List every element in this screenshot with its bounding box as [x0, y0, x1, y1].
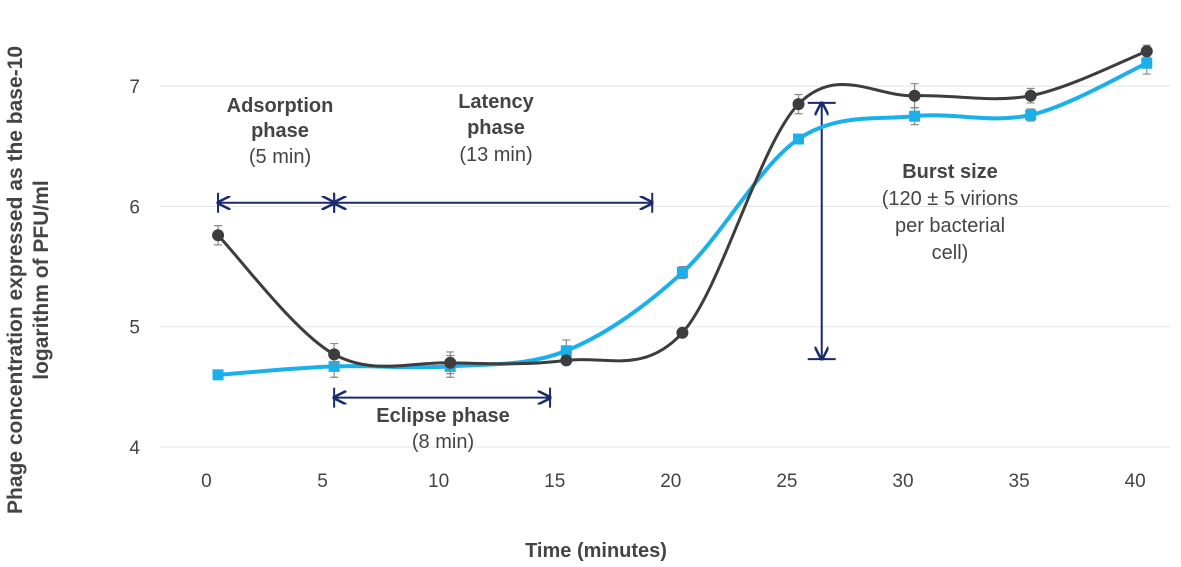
x-tick-label-20: 20 [660, 471, 681, 492]
x-tick-label-5: 5 [317, 471, 328, 492]
x-tick-label-25: 25 [776, 471, 797, 492]
series-1-point-7 [1024, 89, 1037, 102]
series-1-point-8 [1140, 45, 1153, 58]
eclipse-label: Eclipse phase [376, 405, 509, 427]
x-tick-label-40: 40 [1125, 471, 1146, 492]
burst-size-detail-line-1: (120 ± 5 virions [882, 188, 1019, 210]
annotation-arrows [218, 103, 836, 408]
y-tick-label-5: 5 [129, 318, 140, 339]
x-tick-label-0: 0 [201, 471, 212, 492]
y-axis-label-line-1: Phage concentration expressed as the bas… [4, 46, 27, 514]
burst-size-detail-line-3: cell) [932, 242, 969, 264]
series-1-point-3 [560, 354, 573, 367]
series-2-point-4 [676, 267, 688, 279]
x-axis-label: Time (minutes) [525, 540, 667, 562]
series-1-point-4 [676, 326, 689, 339]
adsorption-label-line-2: phase [251, 120, 309, 142]
series-1-point-5 [792, 98, 805, 111]
series-1-line [216, 49, 1148, 368]
eclipse-duration: (8 min) [412, 431, 474, 453]
series-1-point-2 [444, 356, 457, 369]
series-2-point-3 [560, 345, 572, 357]
y-tick-label-7: 7 [129, 77, 140, 98]
adsorption-duration: (5 min) [249, 146, 311, 168]
x-tick-label-10: 10 [428, 471, 449, 492]
series-1-point-6 [908, 89, 921, 102]
series-2-point-8 [1141, 57, 1153, 69]
y-tick-label-4: 4 [129, 438, 140, 459]
x-tick-label-30: 30 [892, 471, 913, 492]
burst-size-label: Burst size [902, 161, 998, 183]
latency-duration: (13 min) [459, 144, 532, 166]
x-tick-label-35: 35 [1009, 471, 1030, 492]
series-2-point-0 [212, 369, 224, 381]
series-2-point-7 [1025, 109, 1037, 121]
grid-lines [160, 85, 1170, 448]
y-tick-label-6: 6 [129, 197, 140, 218]
series-layer [212, 44, 1153, 381]
adsorption-label-line-1: Adsorption [227, 95, 334, 117]
y-axis-ticks: 4 5 6 7 [129, 77, 140, 459]
series-2-point-1 [328, 360, 340, 372]
series-2-point-5 [793, 133, 805, 145]
x-axis-ticks: 0 5 10 15 20 25 30 35 40 [201, 471, 1146, 492]
series-1-point-0 [212, 229, 225, 242]
series-2-point-6 [909, 110, 921, 122]
burst-size-detail-line-2: per bacterial [895, 215, 1005, 237]
x-tick-label-15: 15 [544, 471, 565, 492]
latency-label-line-2: phase [467, 117, 525, 139]
series-1-point-1 [328, 348, 341, 361]
latency-label-line-1: Latency [458, 91, 534, 113]
y-axis-label-line-2: logarithm of PFU/ml [30, 180, 53, 380]
